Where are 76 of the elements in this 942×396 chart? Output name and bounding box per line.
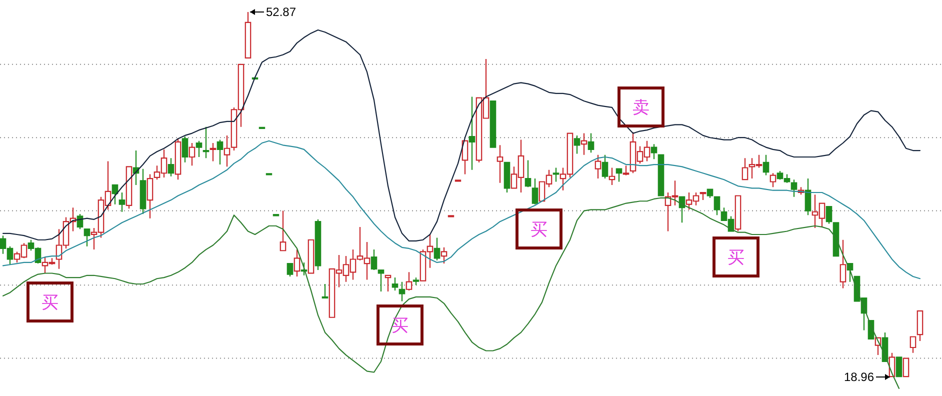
- candlestick: [650, 144, 658, 160]
- candlestick: [378, 269, 384, 292]
- candlestick: [196, 140, 202, 158]
- candlestick: [700, 192, 706, 201]
- candlestick: [300, 262, 308, 276]
- candlestick: [182, 136, 188, 163]
- candlestick: [202, 126, 210, 159]
- candlestick: [314, 218, 322, 271]
- annotation: 买: [42, 293, 58, 313]
- candlestick: [280, 210, 286, 252]
- candlestick: [580, 132, 588, 156]
- candlestick: [608, 167, 616, 186]
- candlestick: [286, 263, 294, 278]
- candlestick: [132, 150, 140, 186]
- candlestick: [216, 139, 224, 166]
- annotation: 买: [530, 220, 548, 240]
- candlestick: [658, 154, 664, 196]
- candlestick: [902, 358, 910, 378]
- candlestick: [826, 206, 832, 224]
- candlestick: [294, 249, 300, 278]
- candlestick: [504, 162, 510, 194]
- candlestick: [174, 138, 182, 180]
- candlestick: [496, 144, 504, 184]
- annotation: 买: [392, 316, 408, 336]
- candlestick: [398, 281, 406, 302]
- candlestick: [734, 195, 742, 232]
- candlestick: [370, 249, 378, 271]
- annotation: 卖: [632, 98, 650, 118]
- candlestick: [434, 237, 440, 261]
- candlestick: [714, 196, 720, 216]
- candlestick: [258, 126, 266, 130]
- annotation: 18.96: [844, 370, 874, 384]
- candlestick: [146, 174, 154, 219]
- candlestick: [462, 140, 468, 175]
- candlestick: [490, 100, 496, 148]
- candlestick: [118, 192, 126, 212]
- candlestick: [392, 276, 398, 292]
- candlestick: [896, 356, 902, 378]
- candlestick: [84, 228, 90, 247]
- annotation: 买: [728, 248, 744, 268]
- candlestick: [616, 168, 622, 182]
- candlestick: [910, 336, 916, 354]
- candlestick: [602, 154, 608, 180]
- candlestick: [322, 283, 328, 299]
- candlestick: [406, 272, 412, 292]
- candlestick: [678, 196, 686, 224]
- candlestick: [244, 11, 252, 59]
- candlestick: [126, 166, 132, 210]
- candlestick: [532, 178, 538, 205]
- candlestick: [524, 160, 532, 188]
- candlestick: [916, 310, 924, 342]
- candlestick: [308, 239, 314, 274]
- candlestick: [594, 154, 602, 180]
- candlestick: [188, 142, 196, 166]
- candlestick: [804, 178, 812, 216]
- candlestick: [76, 213, 84, 230]
- candlestick: [790, 179, 798, 198]
- candlestick: [588, 132, 594, 154]
- candlestick: [440, 246, 448, 264]
- candlestick: [742, 158, 748, 180]
- candlestick: [622, 165, 630, 176]
- candlestick: [762, 154, 770, 176]
- candlestick: [770, 172, 776, 188]
- candlestick: [140, 168, 146, 215]
- candlestick: [552, 167, 560, 182]
- candlestick: [468, 96, 476, 170]
- candlestick: [210, 142, 216, 162]
- candlestick: [412, 277, 420, 286]
- candlestick: [706, 188, 714, 198]
- candlestick: [840, 239, 846, 289]
- candlestick: [224, 134, 230, 168]
- candlestick: [168, 158, 174, 177]
- candlestick: [574, 134, 580, 154]
- candlestick: [112, 184, 118, 205]
- candlestick: [384, 274, 392, 292]
- annotation: 52.87: [266, 5, 296, 19]
